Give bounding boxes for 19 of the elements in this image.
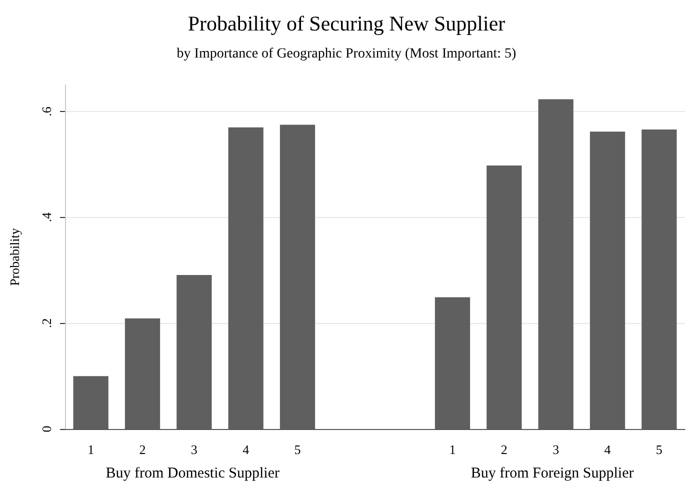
x-tick-label: 1: [88, 442, 94, 457]
x-tick-label: 5: [656, 442, 662, 457]
y-tick-label: .4: [39, 212, 54, 222]
chart-title: Probability of Securing New Supplier: [188, 12, 506, 36]
x-tick-label: 2: [500, 442, 508, 457]
y-tick-label: 0: [39, 426, 54, 432]
x-tick-label: 1: [449, 442, 456, 457]
x-tick-label: 4: [242, 442, 250, 457]
x-tick-label: 2: [139, 442, 146, 457]
x-tick-label: 3: [552, 442, 560, 457]
text: Buy from Foreign Supplier: [470, 466, 634, 482]
x-tick-label: 3: [190, 442, 198, 457]
x-tick-label: 5: [294, 442, 301, 457]
text: Buy from Domestic Supplier: [106, 466, 280, 482]
y-tick-label: .2: [39, 318, 54, 328]
y-axis-title: Probability: [7, 228, 22, 286]
chart-subtitle: by Importance of Geographic Proximity (Most Important: 5): [176, 46, 517, 62]
x-tick-label: 4: [604, 442, 612, 457]
y-tick-label: .6: [39, 106, 54, 116]
